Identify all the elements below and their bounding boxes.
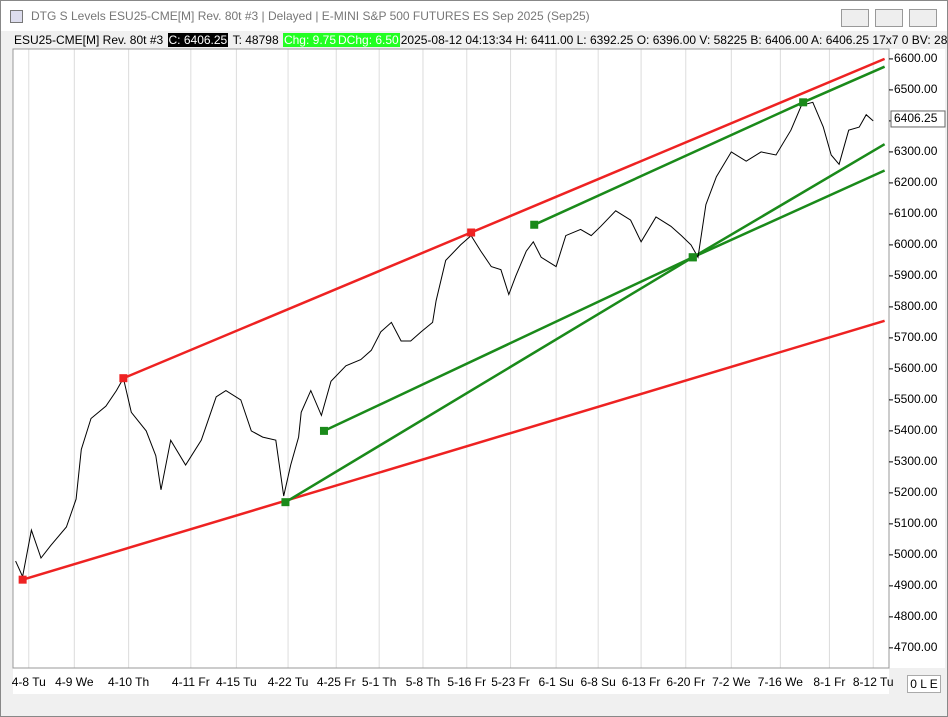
anchor-point xyxy=(530,220,539,229)
x-tick-label: 5-23 Fr xyxy=(491,675,530,689)
anchor-point xyxy=(119,374,128,383)
x-tick-label: 4-9 We xyxy=(55,675,94,689)
y-tick-label: 5300.00 xyxy=(894,454,938,468)
close-button[interactable] xyxy=(909,9,937,27)
y-tick-label: 4900.00 xyxy=(894,578,938,592)
anchor-point xyxy=(799,98,808,107)
y-tick-label: 5900.00 xyxy=(894,268,938,282)
anchor-point xyxy=(688,253,697,262)
anchor-point xyxy=(319,426,328,435)
plot-border xyxy=(12,48,890,669)
x-tick-label: 8-12 Tu xyxy=(853,675,894,689)
y-tick-label: 6600.00 xyxy=(894,51,938,65)
trend-line xyxy=(22,319,885,581)
x-tick-label: 4-8 Tu xyxy=(12,675,46,689)
y-tick-label: 6000.00 xyxy=(894,237,938,251)
price-axis xyxy=(889,49,945,668)
maximize-button[interactable] xyxy=(875,9,903,27)
x-tick-label: 5-8 Th xyxy=(406,675,440,689)
y-tick-label: 4800.00 xyxy=(894,609,938,623)
y-tick-label: 6200.00 xyxy=(894,175,938,189)
x-tick-label: 4-10 Th xyxy=(108,675,149,689)
change: Chg: 9.75 xyxy=(282,33,338,47)
y-tick-label: 6100.00 xyxy=(894,206,938,220)
x-tick-label: 4-25 Fr xyxy=(317,675,356,689)
x-tick-label: 4-11 Fr xyxy=(172,675,210,689)
x-tick-label: 6-8 Su xyxy=(580,675,615,689)
anchor-point xyxy=(467,228,476,237)
title-bar: DTG S Levels ESU25-CME[M] Rev. 80t #3 | … xyxy=(1,1,947,31)
y-tick-label: 5800.00 xyxy=(894,299,938,313)
quote: 2025-08-12 04:13:34 H: 6411.00 L: 6392.2… xyxy=(400,33,948,47)
x-tick-label: 6-20 Fr xyxy=(666,675,705,689)
symbol: ESU25-CME[M] Rev. 80t #3 xyxy=(14,33,164,47)
ticks: T: 48798 xyxy=(232,33,279,47)
x-tick-label: 5-1 Th xyxy=(362,675,396,689)
x-tick-label: 7-16 We xyxy=(758,675,803,689)
y-tick-label: 4700.00 xyxy=(894,640,938,654)
y-tick-label: 5500.00 xyxy=(894,392,938,406)
anchor-point xyxy=(281,498,290,507)
day-change: DChg: 6.50 xyxy=(337,33,400,47)
last-price-tag xyxy=(890,110,946,128)
x-tick-label: 6-13 Fr xyxy=(622,675,661,689)
window-title: DTG S Levels ESU25-CME[M] Rev. 80t #3 | … xyxy=(31,9,590,23)
price-line xyxy=(15,101,874,579)
app-icon xyxy=(10,10,23,23)
x-tick-label: 4-22 Tu xyxy=(268,675,309,689)
y-tick-label: 5000.00 xyxy=(894,547,938,561)
y-tick-label: 5200.00 xyxy=(894,485,938,499)
status-box[interactable]: 0 L E xyxy=(907,675,941,693)
plot-area xyxy=(13,49,889,668)
close: C: 6406.25 xyxy=(167,33,229,47)
y-tick-label: 6300.00 xyxy=(894,144,938,158)
x-tick-label: 4-15 Tu xyxy=(216,675,257,689)
info-bar: ESU25-CME[M] Rev. 80t #3 C: 6406.25 T: 4… xyxy=(13,33,948,48)
x-tick-label: 5-16 Fr xyxy=(447,675,486,689)
time-axis xyxy=(13,668,889,694)
y-tick-label: 6500.00 xyxy=(894,82,938,96)
last-price-label: 6406.25 xyxy=(894,111,938,125)
y-tick-label: 5700.00 xyxy=(894,330,938,344)
anchor-point xyxy=(18,575,27,584)
x-tick-label: 8-1 Fr xyxy=(813,675,845,689)
y-tick-label: 5100.00 xyxy=(894,516,938,530)
y-tick-label: 5400.00 xyxy=(894,423,938,437)
x-tick-label: 7-2 We xyxy=(712,675,751,689)
x-tick-label: 6-1 Su xyxy=(538,675,573,689)
y-tick-label: 5600.00 xyxy=(894,361,938,375)
minimize-button[interactable] xyxy=(841,9,869,27)
